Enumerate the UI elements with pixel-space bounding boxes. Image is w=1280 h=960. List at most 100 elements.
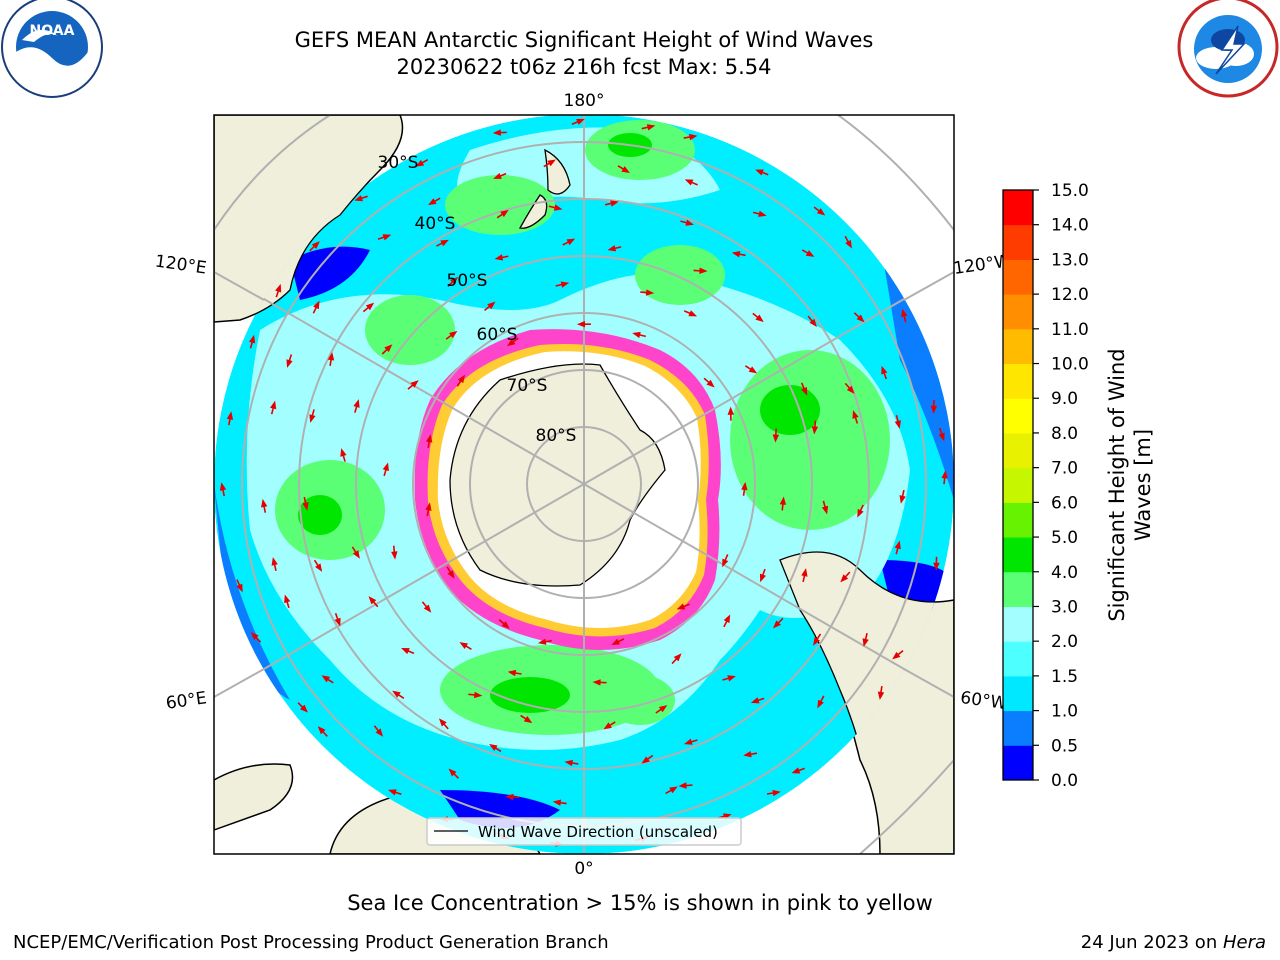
wave-arrow-head — [881, 365, 888, 375]
lon-label-0: 0° — [574, 859, 593, 879]
wave-arrow-head — [449, 330, 458, 339]
wave-arrow-head — [930, 405, 938, 414]
wave-arrow-head — [506, 338, 516, 347]
wave-arrow-head — [365, 302, 375, 311]
wave-arrow-head — [340, 448, 347, 457]
colorbar-segment — [1003, 398, 1033, 434]
footer-date: 24 Jun 2023 on — [1080, 932, 1223, 953]
wave-arrow-head — [368, 596, 377, 605]
colorbar-tick-label: 10.0 — [1051, 355, 1089, 375]
wave-arrow-head — [382, 462, 389, 472]
wave-arrow-head — [473, 691, 483, 699]
wave-arrow-head — [553, 204, 563, 211]
title-line-2: 20230622 t06z 216h fcst Max: 5.54 — [396, 55, 772, 79]
wave-arrow-head — [440, 239, 449, 247]
arrow-legend: Wind Wave Direction (unscaled) — [426, 817, 742, 846]
legend-label: Wind Wave Direction (unscaled) — [478, 823, 718, 841]
wave-arrow-head — [311, 241, 320, 250]
wave-arrow-head — [772, 789, 781, 797]
wave-arrow-head — [219, 482, 227, 491]
colorbar-tick-label: 9.0 — [1051, 389, 1078, 409]
wave-arrow-head — [275, 283, 282, 293]
wave-arrow-head — [727, 406, 735, 415]
wave-arrow-head — [759, 573, 766, 583]
colorbar-segment — [1003, 467, 1033, 503]
wave-arrow-head — [410, 380, 419, 388]
wave-arrow-head — [284, 594, 291, 604]
wave-arrow-head — [706, 379, 715, 388]
wave-arrow-head — [892, 651, 901, 660]
lat-label-80s: 80°S — [536, 426, 577, 446]
colorbar-tick-label: 1.5 — [1051, 667, 1078, 687]
wave-arrow-head — [646, 124, 656, 131]
colorbar-segment — [1003, 432, 1033, 469]
wave-arrow-head — [537, 638, 547, 645]
noaa-logo: NOAA — [1, 0, 103, 98]
wave-arrow-head — [392, 690, 401, 698]
wave-arrow-head — [750, 697, 760, 704]
wave-arrow-head — [327, 352, 335, 361]
wave-arrow-head — [779, 496, 787, 505]
wave-arrow-head — [862, 638, 869, 647]
lat-label-40s: 40°S — [415, 214, 456, 234]
colorbar: 0.0 0.5 1.0 1.5 2.0 3.0 4.0 5.0 6.0 7.0 8.0 9.0 10.0… — [1002, 181, 1089, 791]
wave-arrow-head — [493, 172, 502, 179]
footer-left: NCEP/EMC/Verification Post Processing Pr… — [13, 932, 609, 953]
wave-arrow-head — [501, 621, 510, 629]
wave-arrow-head — [607, 245, 617, 252]
wave-arrow-head — [809, 318, 817, 328]
wave-arrow-head — [302, 502, 309, 511]
colorbar-segment — [1003, 502, 1033, 538]
wave-arrow-head — [899, 495, 906, 504]
wave-arrow-head — [811, 426, 819, 435]
colorbar-segment — [1003, 294, 1033, 330]
colorbar-tick-label: 2.0 — [1051, 632, 1078, 652]
nws-logo — [1177, 0, 1279, 98]
wave-arrow-head — [658, 705, 668, 713]
wave-arrow-head — [505, 793, 514, 801]
wave-arrow-head — [857, 508, 864, 518]
wave-arrow-head — [676, 603, 686, 610]
noaa-logo-text: NOAA — [30, 23, 75, 39]
colorbar-tick-label: 4.0 — [1051, 563, 1078, 583]
wave-arrow-head — [856, 314, 865, 323]
wave-arrow-head — [286, 359, 293, 368]
wave-arrow-head — [805, 250, 815, 257]
colorbar-segment — [1003, 641, 1033, 677]
wave-arrow-head — [353, 399, 360, 408]
wave-arrow-head — [621, 166, 630, 173]
title-line-1: GEFS MEAN Antarctic Significant Height o… — [294, 28, 874, 52]
wave-arrow-head — [489, 744, 498, 752]
wave-arrow-head — [641, 756, 650, 764]
colorbar-tick-label: 0.5 — [1051, 736, 1078, 756]
colorbar-segment — [1003, 190, 1033, 226]
wave-arrow-head — [894, 540, 901, 550]
wave-arrow-head — [450, 276, 459, 285]
wave-arrow-head — [852, 410, 859, 419]
wave-arrow-head — [669, 786, 678, 794]
wave-arrow-head — [816, 208, 826, 216]
wave-arrow-head — [611, 638, 621, 645]
wave-arrow-head — [426, 434, 433, 443]
colorbar-segment — [1003, 606, 1033, 642]
wave-arrow-head — [313, 300, 320, 310]
wave-arrow-head — [722, 558, 729, 568]
wave-arrow-head — [388, 789, 397, 796]
wave-arrow-head — [678, 782, 687, 789]
colorbar-tick-label: 12.0 — [1051, 285, 1089, 305]
wave-arrow-head — [791, 767, 801, 774]
map-frame — [213, 114, 955, 855]
wave-arrow-head — [270, 400, 277, 410]
wave-arrow-head — [576, 320, 585, 328]
wave-arrow-head — [315, 563, 323, 572]
wave-arrow-head — [487, 301, 496, 310]
wave-arrow-head — [685, 219, 694, 226]
wave-arrow-head — [941, 470, 948, 479]
wave-arrow-head — [748, 366, 758, 374]
wave-arrow-head — [334, 617, 341, 627]
wave-arrow-head — [547, 159, 556, 167]
wave-arrow-head — [846, 385, 855, 394]
wave-arrow-head — [309, 414, 316, 423]
wave-arrow-head — [352, 550, 360, 559]
